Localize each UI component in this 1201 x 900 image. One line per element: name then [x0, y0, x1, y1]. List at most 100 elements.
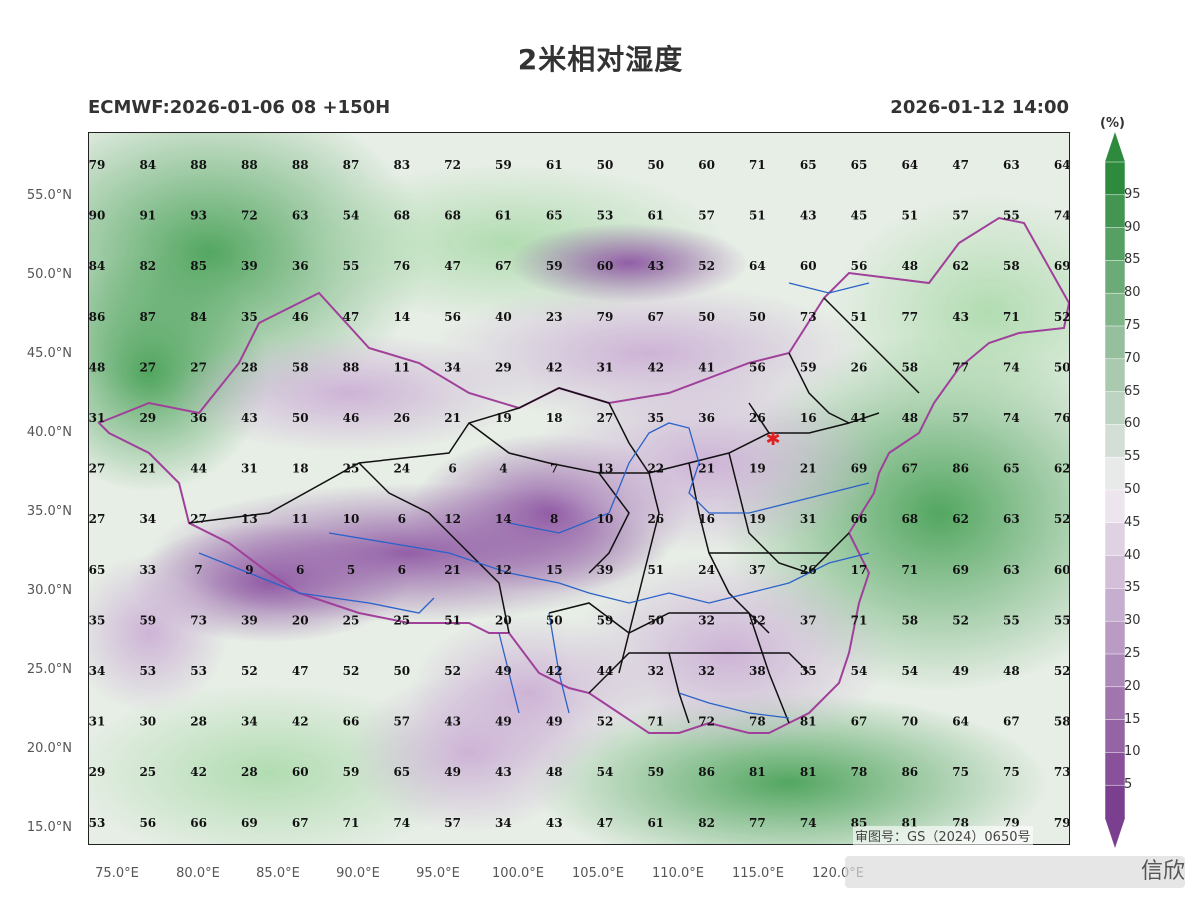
star-icon: ✱ [765, 429, 780, 450]
station-value: 79 [1054, 816, 1070, 830]
station-value: 70 [901, 715, 918, 729]
station-value: 27 [89, 462, 105, 476]
station-value: 50 [647, 158, 664, 172]
station-value: 60 [800, 259, 817, 273]
station-value: 5 [347, 563, 355, 577]
station-value: 91 [139, 209, 156, 223]
station-value: 66 [851, 512, 868, 526]
station-value: 28 [190, 715, 207, 729]
station-value: 16 [800, 411, 817, 425]
station-value: 39 [597, 563, 614, 577]
station-value: 16 [698, 512, 715, 526]
humidity-map[interactable]: 79 84 88 88 88 87 83 72 59 61 50 50 60 71 65 65 64 47 63 64… [88, 132, 1070, 845]
station-value: 53 [597, 209, 614, 223]
station-value: 33 [139, 563, 156, 577]
colorbar-segment [1104, 227, 1126, 262]
station-value: 67 [647, 310, 664, 324]
station-value: 74 [1003, 411, 1020, 425]
station-value: 65 [89, 563, 105, 577]
station-value: 64 [749, 259, 766, 273]
colorbar-segment [1104, 719, 1126, 754]
station-value: 88 [190, 158, 207, 172]
station-value: 42 [546, 664, 563, 678]
station-value: 55 [343, 259, 360, 273]
station-value: 47 [444, 259, 461, 273]
station-value: 20 [495, 613, 512, 627]
station-value: 25 [393, 613, 410, 627]
station-value: 42 [546, 360, 563, 374]
station-value: 50 [597, 158, 614, 172]
station-value: 79 [597, 310, 614, 324]
model-run-label: ECMWF:2026-01-06 08 +150H [88, 97, 391, 118]
station-value: 21 [444, 563, 461, 577]
lat-label: 45.0°N [26, 346, 72, 361]
station-value: 56 [444, 310, 461, 324]
rivers [198, 282, 870, 719]
station-value: 58 [1054, 715, 1070, 729]
station-value: 90 [89, 209, 105, 223]
station-value: 74 [1003, 360, 1020, 374]
station-value: 29 [495, 360, 512, 374]
colorbar-segment [1104, 588, 1126, 622]
station-value: 60 [698, 158, 715, 172]
station-value: 47 [292, 664, 309, 678]
station-value: 38 [749, 664, 766, 678]
colorbar-tick-label: 70 [1124, 350, 1141, 366]
station-value: 69 [241, 816, 258, 830]
station-value: 86 [901, 765, 918, 779]
station-value: 57 [393, 715, 410, 729]
station-value: 44 [597, 664, 614, 678]
station-value: 43 [800, 209, 817, 223]
station-value: 17 [851, 563, 868, 577]
station-value: 50 [393, 664, 410, 678]
station-value: 48 [901, 411, 918, 425]
station-value: 73 [800, 310, 817, 324]
colorbar-tick-label: 10 [1124, 744, 1141, 760]
station-value: 67 [292, 816, 309, 830]
station-value: 59 [800, 360, 817, 374]
colorbar-segment [1104, 292, 1126, 327]
station-value: 86 [89, 310, 105, 324]
station-value: 12 [444, 512, 461, 526]
station-value: 57 [952, 209, 969, 223]
station-value: 35 [241, 310, 258, 324]
station-value: 81 [800, 715, 817, 729]
station-value: 31 [89, 411, 105, 425]
station-value: 21 [444, 411, 461, 425]
colorbar-segment [1104, 358, 1126, 393]
colorbar-tick-label: 25 [1124, 646, 1141, 661]
station-value: 43 [647, 259, 664, 273]
lat-label: 15.0°N [26, 820, 72, 835]
station-value: 53 [190, 664, 207, 678]
lon-label: 85.0°E [256, 866, 300, 881]
station-value: 59 [343, 765, 360, 779]
station-value: 88 [241, 158, 258, 172]
colorbar-tick-label: 20 [1124, 678, 1141, 694]
station-value: 9 [245, 563, 253, 577]
station-value: 7 [194, 563, 202, 577]
station-value: 32 [698, 613, 715, 627]
map-canvas: 79 84 88 88 88 87 83 72 59 61 50 50 60 71 65 65 64 47 63 64… [89, 133, 1070, 844]
station-value: 43 [444, 715, 461, 729]
station-value: 43 [495, 765, 512, 779]
station-value: 60 [292, 765, 309, 779]
colorbar-segment [1104, 325, 1126, 360]
station-value: 4 [499, 462, 507, 476]
station-value: 48 [1003, 664, 1020, 678]
station-value: 10 [597, 512, 614, 526]
lon-label: 75.0°E [95, 866, 139, 881]
station-value: 52 [597, 715, 614, 729]
station-value: 25 [343, 462, 360, 476]
station-value: 57 [698, 209, 715, 223]
lat-label: 20.0°N [26, 741, 72, 756]
station-value: 72 [444, 158, 461, 172]
station-value: 15 [546, 563, 563, 577]
station-value: 30 [139, 715, 156, 729]
station-value: 86 [952, 462, 969, 476]
station-value: 84 [139, 158, 156, 172]
station-value: 20 [292, 613, 309, 627]
station-value: 21 [800, 462, 817, 476]
station-value: 76 [393, 259, 410, 273]
station-value: 59 [139, 613, 156, 627]
station-value: 72 [698, 715, 715, 729]
